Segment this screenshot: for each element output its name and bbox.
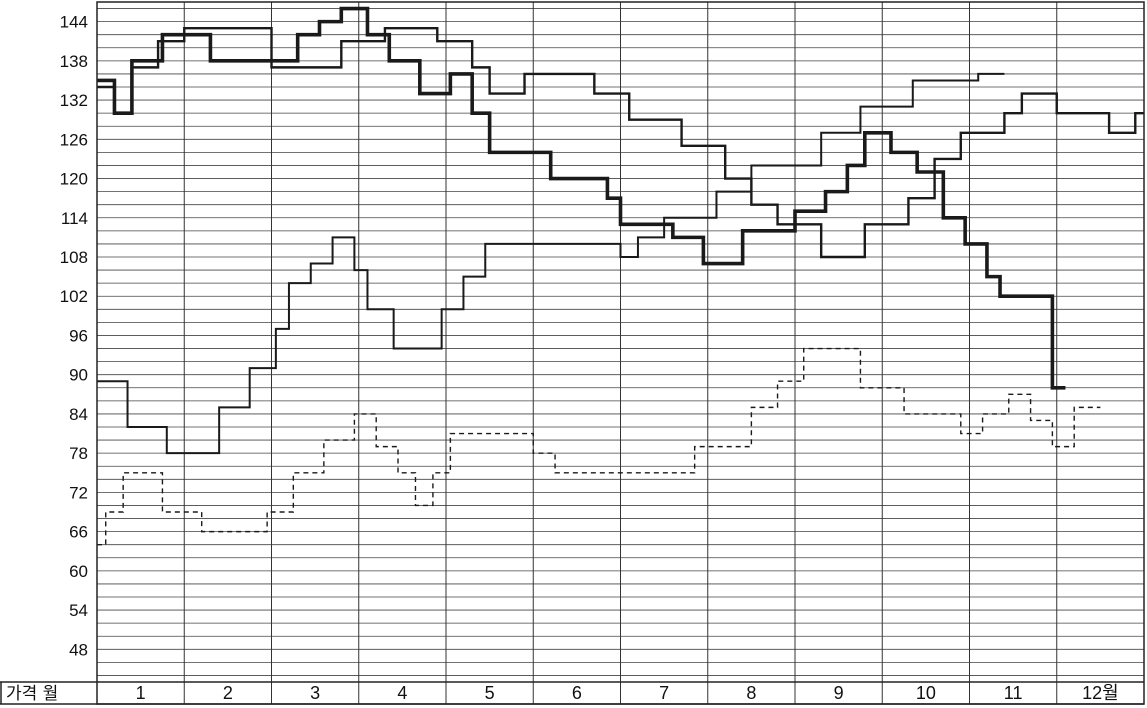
y-tick-label: 138 bbox=[60, 52, 88, 71]
x-tick-label: 2 bbox=[223, 683, 233, 703]
x-tick-label: 9 bbox=[834, 683, 844, 703]
y-tick-label: 126 bbox=[60, 130, 88, 149]
y-tick-label: 108 bbox=[60, 248, 88, 267]
y-tick-label: 132 bbox=[60, 91, 88, 110]
y-tick-label: 84 bbox=[69, 405, 88, 424]
x-tick-label: 8 bbox=[746, 683, 756, 703]
y-tick-label: 90 bbox=[69, 366, 88, 385]
y-tick-label: 120 bbox=[60, 170, 88, 189]
y-tick-label: 66 bbox=[69, 523, 88, 542]
x-tick-label: 11 bbox=[1004, 683, 1023, 703]
series-line-2 bbox=[97, 6, 1066, 390]
corner-label: 가격 월 bbox=[6, 684, 58, 704]
series-line-4 bbox=[97, 347, 1101, 546]
y-tick-label: 60 bbox=[69, 562, 88, 581]
y-tick-label: 114 bbox=[61, 209, 88, 228]
y-tick-label: 48 bbox=[69, 640, 88, 659]
y-tick-label: 54 bbox=[69, 601, 88, 620]
x-tick-label: 6 bbox=[572, 683, 582, 703]
y-tick-labels: 144 138 132 126 120 114 108 102 96 90 84 78 72 66 60 54… bbox=[60, 13, 88, 660]
y-tick-label: 102 bbox=[60, 287, 88, 306]
y-tick-label: 78 bbox=[69, 444, 88, 463]
plot-frame bbox=[96, 1, 1145, 705]
y-tick-label: 72 bbox=[69, 483, 88, 502]
x-tick-label: 3 bbox=[310, 683, 320, 703]
series-group bbox=[97, 6, 1144, 546]
y-tick-label: 144 bbox=[60, 13, 88, 32]
x-tick-label: 1 bbox=[136, 683, 146, 703]
series-line-1 bbox=[97, 26, 1144, 259]
x-tick-labels: 1 2 3 4 5 6 7 8 9 10 11 12월 bbox=[136, 683, 1119, 703]
x-tick-label: 10 bbox=[916, 683, 936, 703]
x-tick-label: 4 bbox=[397, 683, 407, 703]
x-tick-label: 12월 bbox=[1082, 683, 1119, 703]
x-tick-label: 5 bbox=[485, 683, 495, 703]
x-tick-label: 7 bbox=[659, 683, 669, 703]
series-line-3 bbox=[97, 72, 1005, 455]
y-tick-label: 96 bbox=[69, 326, 88, 345]
